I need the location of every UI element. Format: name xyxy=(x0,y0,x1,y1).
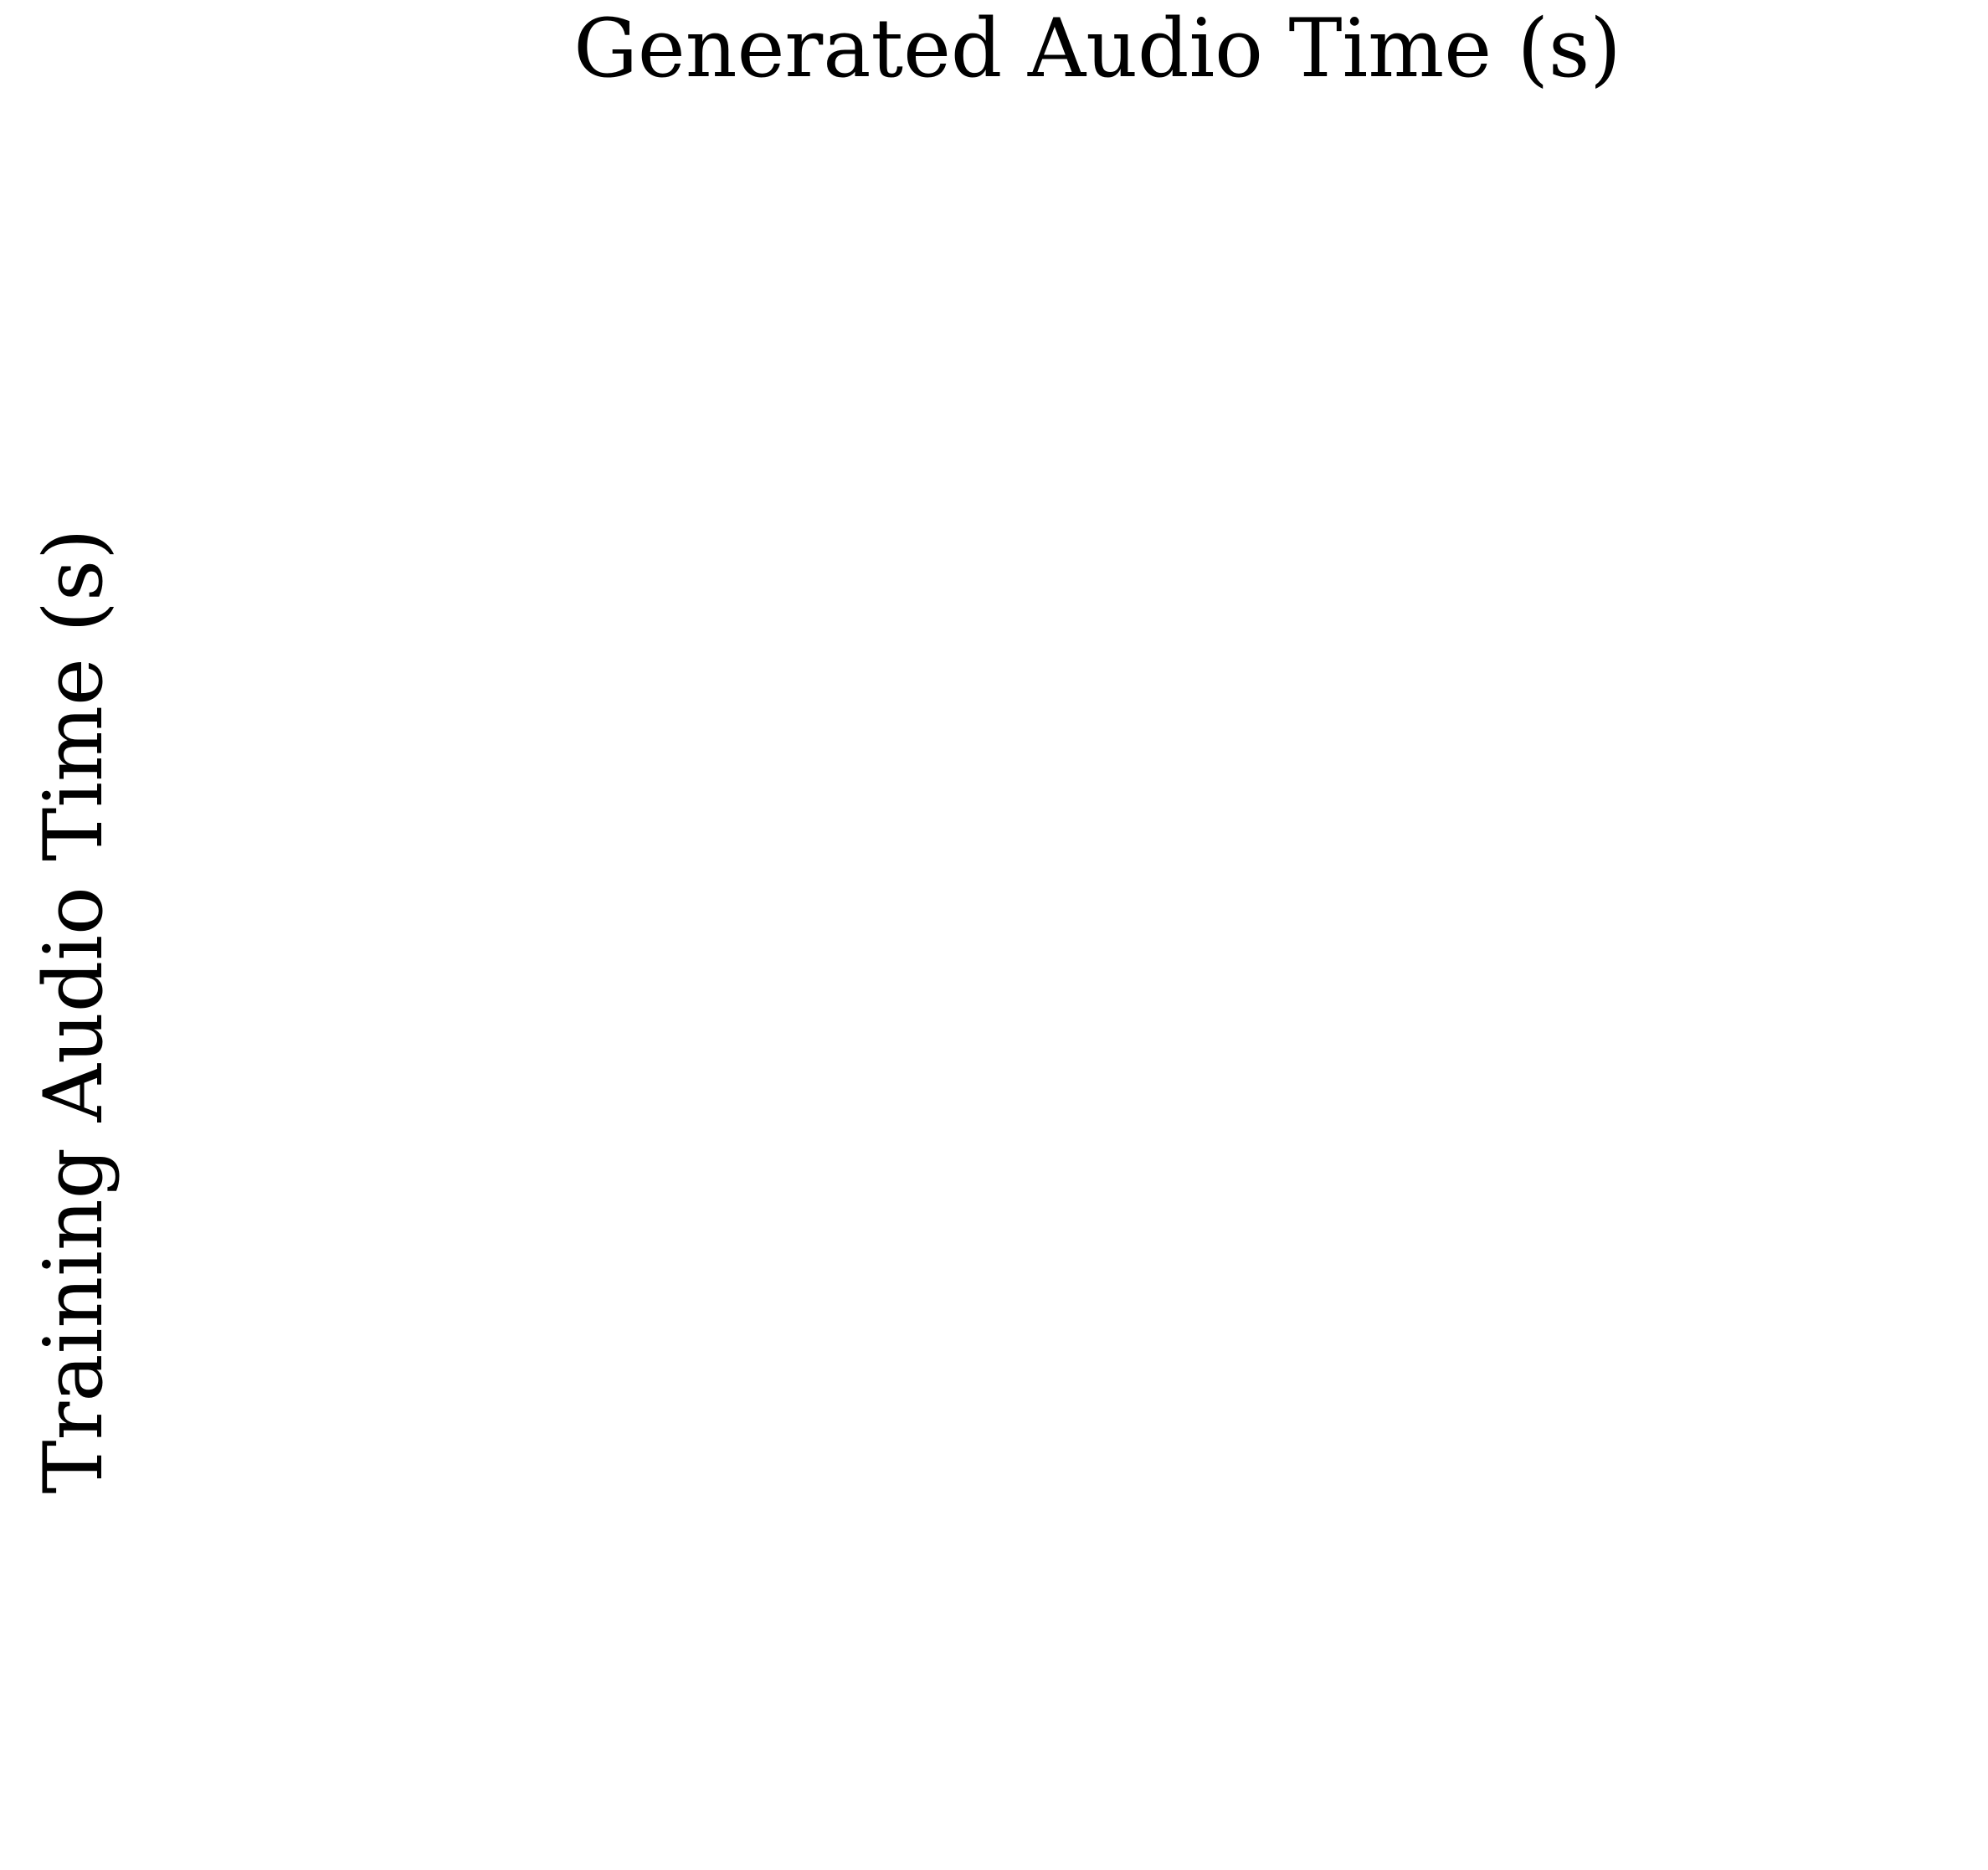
heatmap-canvas xyxy=(291,205,1903,1818)
y-axis-title: Training Audio Time (s) xyxy=(27,528,121,1494)
x-axis-title: Generated Audio Time (s) xyxy=(573,2,1621,95)
